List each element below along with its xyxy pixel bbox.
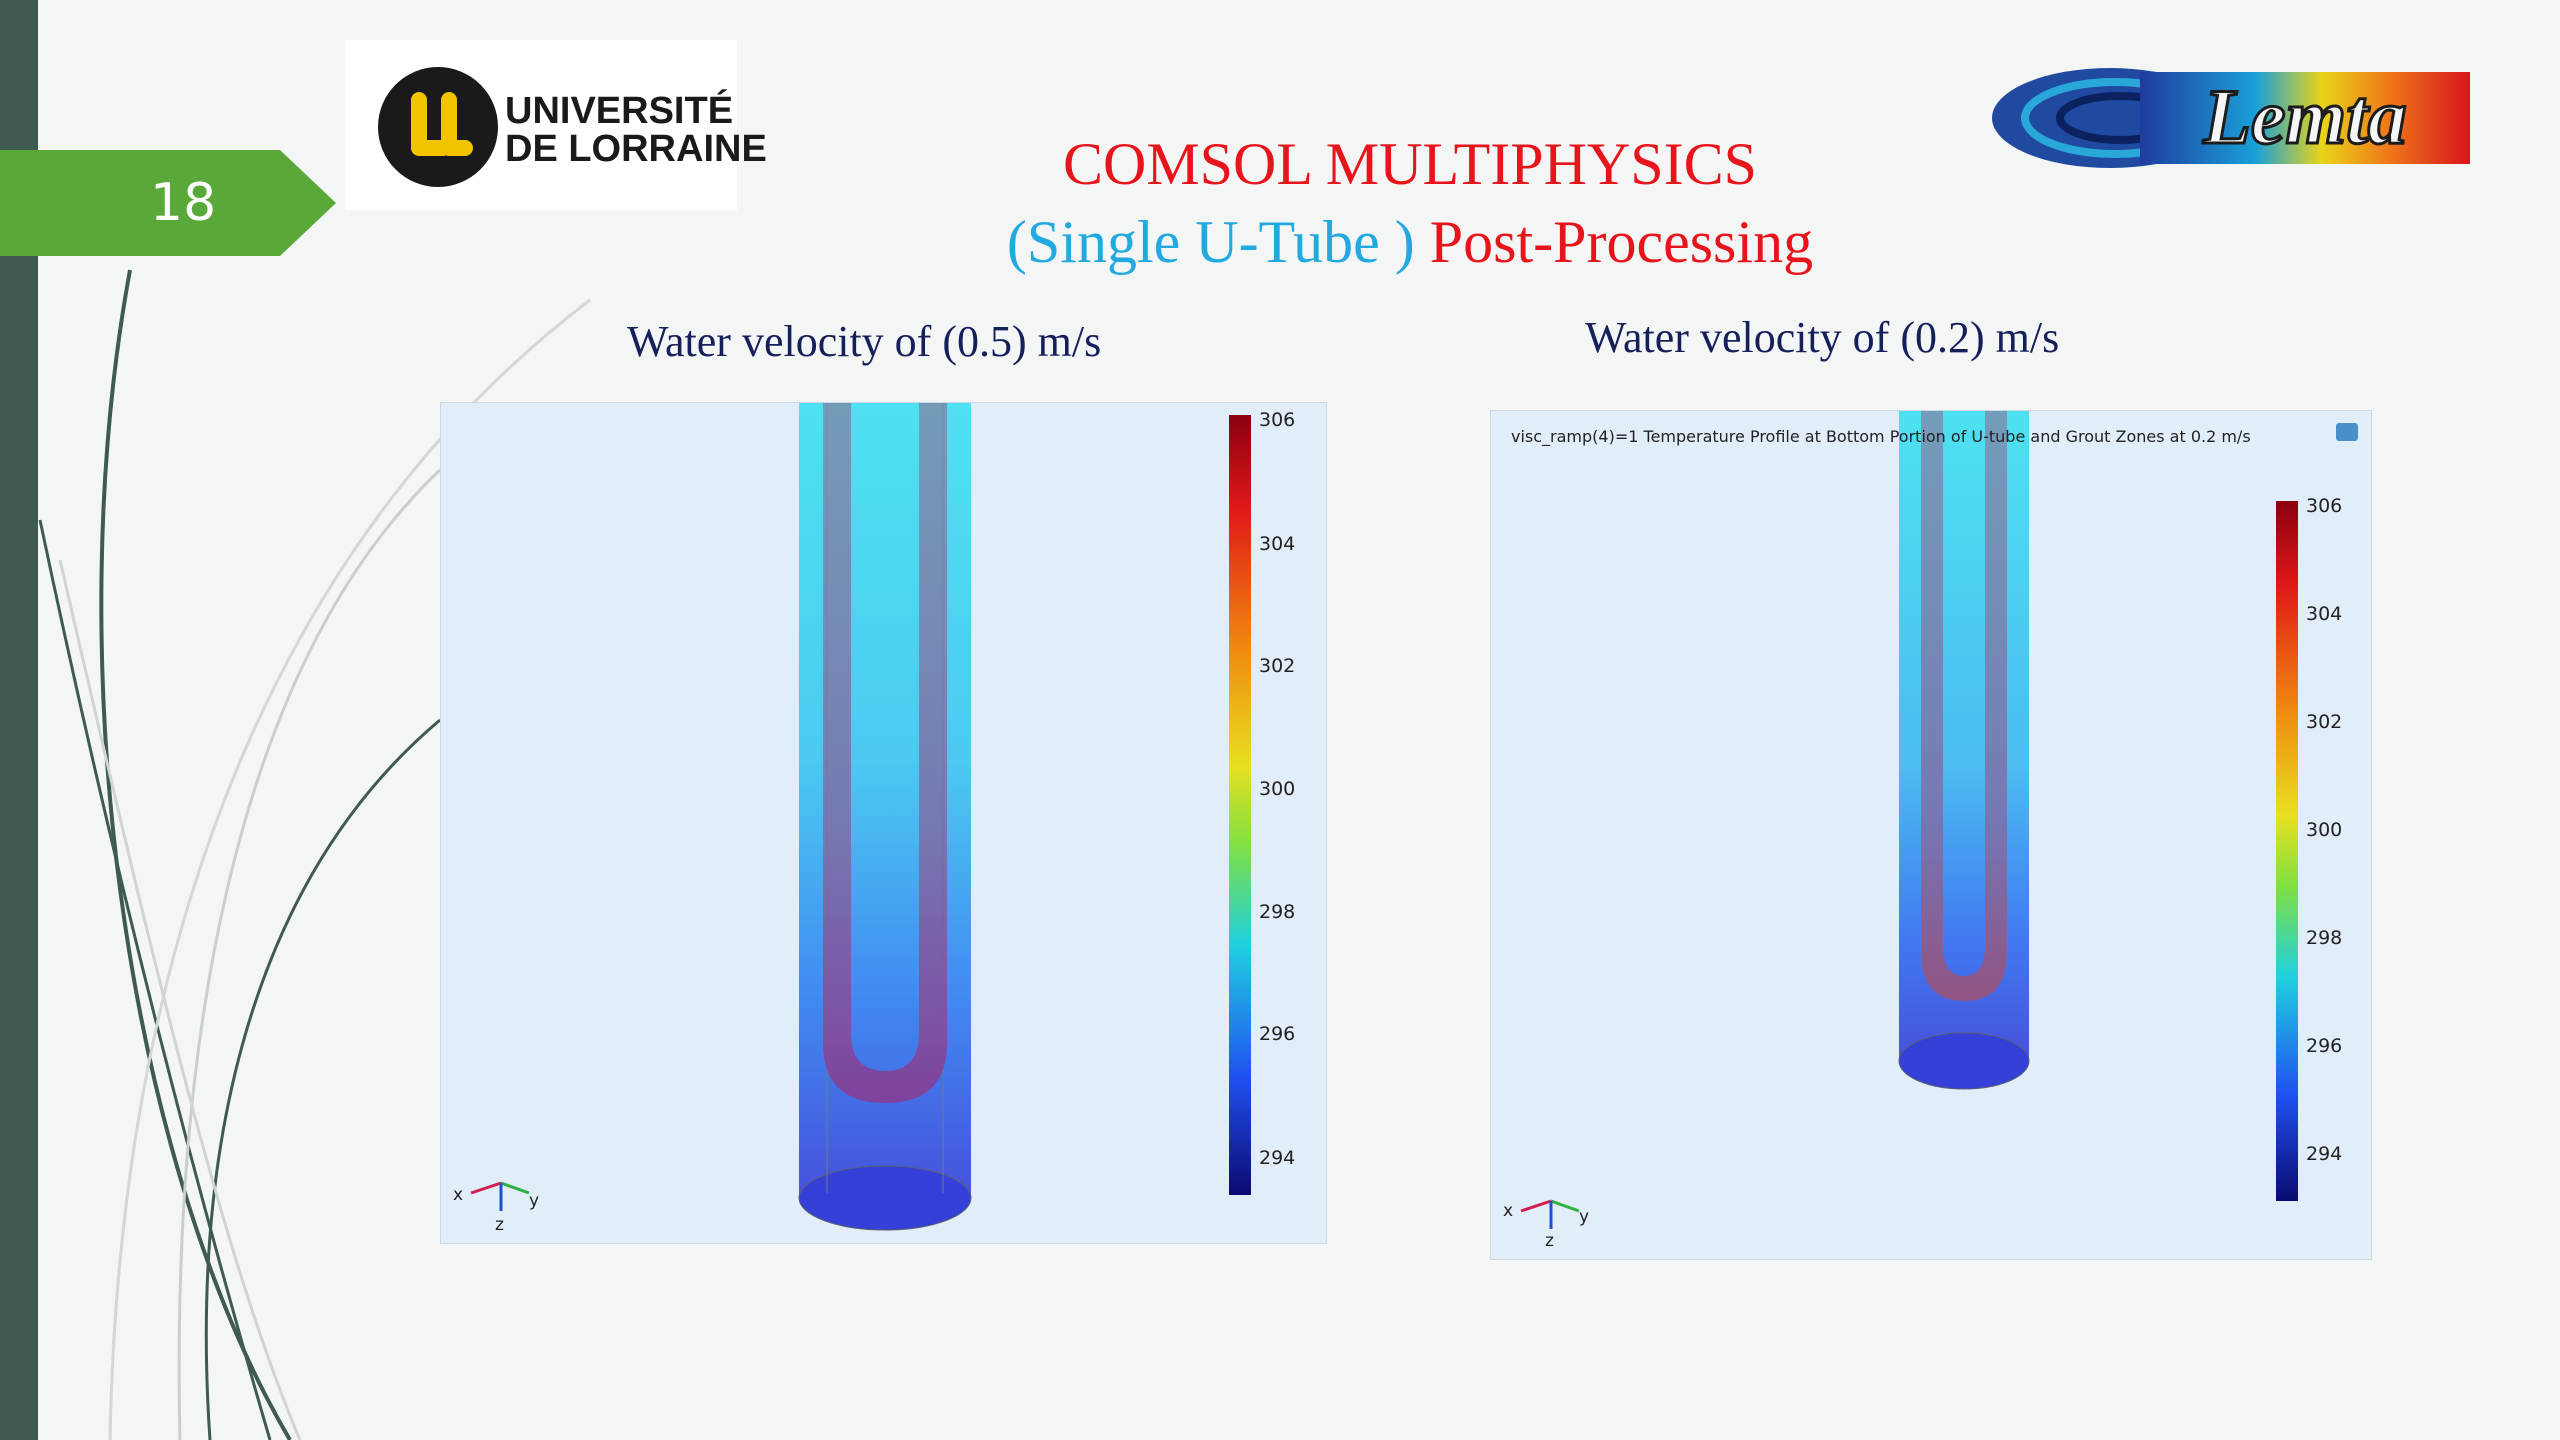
- axis-triad-icon: [470, 1181, 530, 1211]
- colorbar-tick: 306: [2306, 495, 2343, 517]
- colorbar-tick: 306: [1259, 409, 1296, 431]
- universite-de-lorraine-logo: [345, 40, 737, 210]
- axis-z-label: z: [1545, 1231, 1554, 1251]
- ul-emblem-icon: [378, 67, 498, 187]
- colorbar-tick: 298: [1259, 901, 1296, 923]
- slide-title-line2: (Single U-Tube ) Post-Processing: [910, 206, 1910, 278]
- lemta-logo-text: Lemta: [2202, 72, 2409, 162]
- axis-x-label: x: [453, 1185, 464, 1205]
- axis-z-label: z: [495, 1215, 504, 1235]
- slide-number: 18: [150, 173, 217, 233]
- colorbar-tick: 302: [1259, 655, 1296, 677]
- colorbar-tick: 296: [1259, 1023, 1296, 1045]
- colorbar-tick: 298: [2306, 927, 2343, 949]
- axis-triad-icon: [1520, 1199, 1580, 1229]
- ul-logo-text: UNIVERSITÉ DE LORRAINE: [505, 92, 767, 168]
- plot-title: visc_ramp(4)=1 Temperature Profile at Bo…: [1511, 427, 2251, 446]
- temperature-plot-0-5: 306 304 302 300 298 296 294 x y z: [440, 402, 1327, 1244]
- colorbar-tick: 302: [2306, 711, 2343, 733]
- lemta-logo: [1992, 68, 2470, 168]
- axis-y-label: y: [529, 1191, 540, 1211]
- title-post-processing: Post-Processing: [1429, 209, 1814, 275]
- ul-logo-line2: DE LORRAINE: [505, 128, 767, 170]
- colorbar-tick: 300: [1259, 778, 1296, 800]
- caption-velocity-0-5: Water velocity of (0.5) m/s: [627, 317, 1102, 366]
- temperature-plot-0-2: visc_ramp(4)=1 Temperature Profile at Bo…: [1490, 410, 2372, 1260]
- axis-y-label: y: [1579, 1207, 1590, 1227]
- axis-x-label: x: [1503, 1201, 1514, 1221]
- colorbar-tick: 294: [1259, 1147, 1296, 1169]
- u-tube-render-0-5: [798, 403, 1251, 1231]
- colorbar-tick: 304: [1259, 533, 1296, 555]
- caption-velocity-0-2: Water velocity of (0.2) m/s: [1585, 313, 2060, 362]
- title-single-u-tube: (Single U-Tube ): [1006, 209, 1415, 275]
- colorbar-tick: 294: [2306, 1143, 2343, 1165]
- ul-logo-line1: UNIVERSITÉ: [505, 90, 734, 132]
- u-tube-render-0-2: [1898, 411, 2298, 1201]
- colorbar-tick: 300: [2306, 819, 2343, 841]
- slide-title-line1: COMSOL MULTIPHYSICS: [1062, 131, 1758, 197]
- slide-number-tab: [0, 150, 336, 256]
- colorbar-tick: 296: [2306, 1035, 2343, 1057]
- plot-options-icon[interactable]: [2336, 423, 2358, 441]
- colorbar-tick: 304: [2306, 603, 2343, 625]
